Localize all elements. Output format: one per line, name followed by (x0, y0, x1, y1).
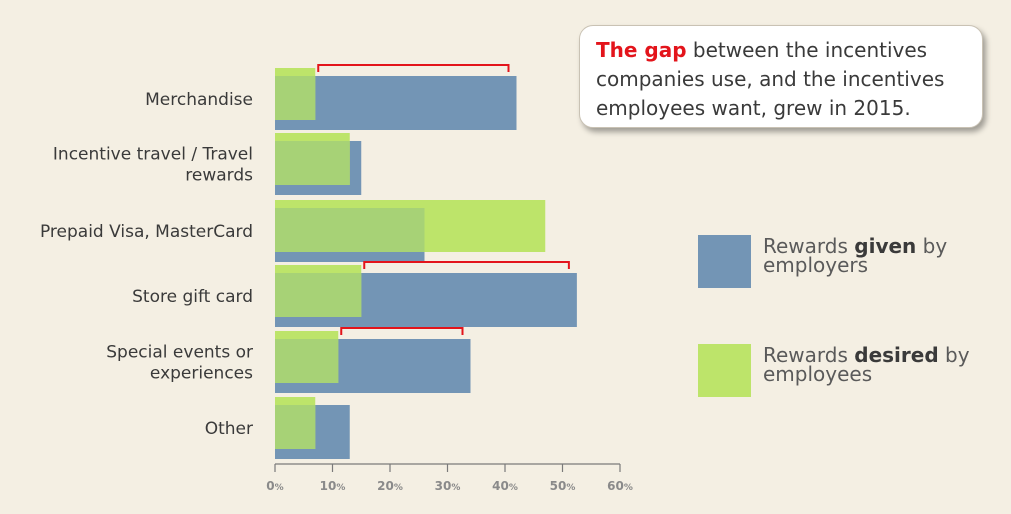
bar-overlap-store-gift-card (275, 273, 362, 317)
x-tick-label-60: 60% (607, 479, 633, 493)
category-label-incentive-travel-travel-rewards: Incentive travel / Travel rewards (53, 145, 253, 186)
category-label-merchandise: Merchandise (145, 90, 253, 110)
category-labels-layer: Merchandise Incentive travel / Travel rewa… (40, 90, 253, 439)
category-label-prepaid-visa-mastercard: Prepaid Visa, MasterCard (40, 222, 253, 242)
x-tick-label-50: 50% (550, 479, 576, 493)
gap-brackets-layer (317, 64, 570, 335)
category-label-store-gift-card: Store gift card (132, 287, 253, 307)
callout-text: between the incentives companies use, an… (596, 38, 945, 120)
x-tick-label-30: 30% (435, 479, 461, 493)
legend-swatch-given (698, 235, 751, 288)
gap-bracket-special-events-or-experiences (340, 327, 464, 335)
gap-callout-box: The gap between the incentives companies… (579, 25, 983, 128)
gap-bracket-merchandise (317, 64, 510, 72)
bar-overlap-prepaid-visa-mastercard (275, 208, 425, 252)
x-tick-label-40: 40% (492, 479, 518, 493)
bar-overlap-other (275, 405, 316, 449)
x-axis: 0% 10% 20% 30% 40% 50% 60% (266, 463, 633, 493)
category-label-special-events-or-experiences: Special events or experiences (106, 343, 253, 384)
bars-layer (275, 68, 577, 459)
x-tick-label-20: 20% (377, 479, 403, 493)
legend-label-given: Rewards given by employers (763, 234, 948, 277)
x-tick-label-0: 0% (266, 479, 283, 493)
bar-overlap-incentive-travel-travel-rewards (275, 141, 350, 185)
bar-overlap-special-events-or-experiences (275, 339, 339, 383)
category-label-other: Other (205, 419, 253, 439)
bar-overlap-merchandise (275, 76, 316, 120)
legend-swatch-desired (698, 344, 751, 397)
callout-highlight: The gap (596, 38, 687, 62)
x-tick-label-10: 10% (320, 479, 346, 493)
gap-bracket-store-gift-card (363, 261, 570, 269)
legend-label-desired: Rewards desired by employees (763, 343, 970, 386)
